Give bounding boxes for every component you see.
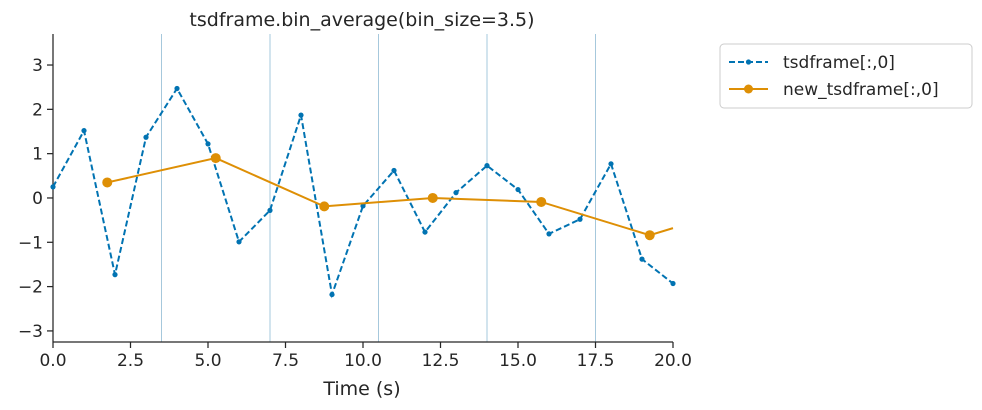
y-tick-label-0: −3 bbox=[18, 322, 43, 342]
legend-marker-tsdframe bbox=[745, 59, 752, 65]
x-tick-label-3: 7.5 bbox=[272, 351, 299, 371]
series-tsdframe-point-2 bbox=[112, 272, 118, 278]
y-tick-label-4: 1 bbox=[32, 145, 43, 165]
legend-label-new-tsdframe: new_tsdframe[:,0] bbox=[783, 80, 939, 100]
series-tsdframe-point-13 bbox=[453, 190, 459, 196]
series-new-tsdframe-point-4 bbox=[536, 196, 547, 207]
series-new-tsdframe-point-1 bbox=[210, 153, 221, 164]
series-tsdframe-point-14 bbox=[484, 163, 490, 169]
series-tsdframe-point-16 bbox=[546, 231, 552, 237]
series-tsdframe-point-4 bbox=[174, 85, 180, 92]
series-new-tsdframe-line bbox=[107, 157, 674, 237]
series-new-tsdframe-point-3 bbox=[427, 192, 438, 203]
x-tick-label-1: 2.5 bbox=[117, 351, 144, 371]
chart-title: tsdframe.bin_average(bin_size=3.5) bbox=[189, 9, 534, 31]
axes bbox=[52, 34, 673, 343]
x-tick-label-4: 10.0 bbox=[344, 351, 382, 371]
series-tsdframe-point-15 bbox=[515, 186, 521, 193]
y-tick-label-6: 3 bbox=[32, 56, 43, 76]
series-tsdframe-point-20 bbox=[670, 280, 676, 287]
y-ticks: −3 −2 −1 0 1 2 3 bbox=[18, 56, 53, 342]
x-tick-label-7: 17.5 bbox=[577, 351, 615, 371]
series-tsdframe-point-3 bbox=[143, 134, 149, 140]
series-new-tsdframe-point-2 bbox=[319, 201, 330, 212]
y-tick-label-3: 0 bbox=[32, 189, 43, 209]
series-tsdframe-point-9 bbox=[329, 291, 335, 298]
x-tick-label-8: 20.0 bbox=[654, 351, 692, 371]
x-tick-label-5: 12.5 bbox=[422, 351, 460, 371]
series-tsdframe-point-8 bbox=[298, 112, 304, 118]
x-tick-label-2: 5.0 bbox=[194, 351, 221, 371]
legend-marker-new-tsdframe bbox=[744, 84, 753, 94]
y-tick-label-1: −2 bbox=[18, 278, 43, 298]
plot-area bbox=[50, 85, 676, 299]
x-axis-title: Time (s) bbox=[322, 378, 400, 400]
series-tsdframe-point-18 bbox=[608, 161, 614, 167]
series-tsdframe-point-17 bbox=[577, 216, 583, 222]
legend: tsdframe[:,0] new_tsdframe[:,0] bbox=[719, 43, 973, 109]
y-tick-label-5: 2 bbox=[32, 100, 43, 120]
series-new-tsdframe-point-0 bbox=[102, 177, 113, 188]
series-tsdframe-point-0 bbox=[50, 184, 56, 190]
series-new-tsdframe-point-5 bbox=[644, 230, 655, 241]
series-tsdframe-point-12 bbox=[422, 229, 428, 235]
series-tsdframe-point-11 bbox=[391, 167, 397, 174]
series-tsdframe-point-10 bbox=[360, 203, 366, 209]
legend-entry-tsdframe: tsdframe[:,0] bbox=[729, 53, 895, 73]
series-tsdframe-point-1 bbox=[81, 128, 87, 134]
x-tick-label-0: 0.0 bbox=[39, 351, 66, 371]
legend-label-tsdframe: tsdframe[:,0] bbox=[783, 53, 895, 73]
legend-entry-new-tsdframe: new_tsdframe[:,0] bbox=[729, 80, 939, 100]
series-tsdframe-line bbox=[52, 86, 674, 299]
y-tick-label-2: −1 bbox=[18, 233, 43, 253]
series-new-tsdframe bbox=[102, 153, 674, 241]
legend-frame bbox=[719, 43, 973, 109]
series-tsdframe-point-19 bbox=[639, 256, 645, 262]
series-tsdframe-point-7 bbox=[267, 207, 273, 213]
x-tick-label-6: 15.0 bbox=[499, 351, 537, 371]
series-tsdframe-point-6 bbox=[236, 239, 242, 245]
series-tsdframe bbox=[50, 85, 676, 299]
x-ticks: 0.0 2.5 5.0 7.5 10.0 12.5 15.0 17.5 20.0 bbox=[39, 342, 692, 371]
series-tsdframe-point-5 bbox=[205, 141, 211, 147]
